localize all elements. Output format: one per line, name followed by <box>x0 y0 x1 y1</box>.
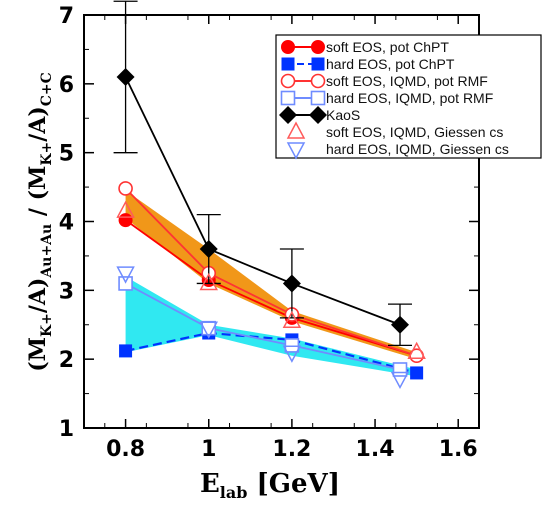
legend-marker <box>311 40 325 54</box>
legend-label: soft EOS, pot ChPT <box>326 39 449 55</box>
data-point <box>199 321 218 339</box>
x-axis-label: Elab [GeV] <box>200 469 340 502</box>
legend-label: hard EOS, IQMD, Giessen cs <box>326 141 509 157</box>
series-line <box>124 76 401 326</box>
legend-marker <box>309 106 327 124</box>
bands-layer <box>125 190 417 377</box>
legend-entry: soft EOS, IQMD, Giessen cs <box>286 121 503 140</box>
data-point <box>391 315 409 334</box>
data-point <box>119 344 133 358</box>
series-6 <box>116 266 410 390</box>
legend-marker <box>281 40 295 54</box>
y-tick-label: 1 <box>59 417 74 442</box>
legend-label: soft EOS, IQMD, Giessen cs <box>326 124 503 140</box>
legend-marker <box>310 73 326 89</box>
legend-label: hard EOS, IQMD, pot RMF <box>326 90 493 106</box>
legend-entry: hard EOS, IQMD, pot RMF <box>280 90 493 106</box>
data-point <box>116 266 135 284</box>
data-point <box>116 67 135 86</box>
x-tick-label: 1.4 <box>356 437 395 462</box>
data-point <box>407 341 426 360</box>
legend-entry: soft EOS, IQMD, pot RMF <box>280 73 488 89</box>
legend-marker <box>280 90 296 106</box>
x-tick-label: 1.2 <box>272 437 311 462</box>
series-4 <box>113 0 412 347</box>
y-axis-label: (MK+/A)Au+Au / (MK+/A)C+C <box>25 72 55 372</box>
legend-entry: hard EOS, IQMD, Giessen cs <box>286 141 509 160</box>
legend-label: soft EOS, IQMD, pot RMF <box>326 73 488 89</box>
y-tick-label: 3 <box>59 279 74 304</box>
data-point <box>199 272 218 291</box>
y-tick-label: 4 <box>59 211 74 236</box>
x-tick-label: 1 <box>201 437 216 462</box>
data-point <box>282 310 302 329</box>
series-line <box>125 219 417 357</box>
data-point <box>284 338 300 353</box>
x-tick-label: 1.6 <box>439 437 478 462</box>
legend-label: KaoS <box>326 107 360 123</box>
legend-marker <box>311 57 325 71</box>
legend-marker <box>286 142 306 160</box>
legend-marker <box>280 73 296 89</box>
legend-entry: hard EOS, pot ChPT <box>281 56 455 72</box>
data-point <box>199 240 218 259</box>
data-point <box>390 371 410 390</box>
legend-marker <box>281 57 295 71</box>
data-point <box>118 213 133 228</box>
data-point <box>410 366 424 380</box>
data-point <box>392 362 408 377</box>
y-tick-label: 6 <box>59 73 74 98</box>
data-point <box>282 345 302 363</box>
series-line <box>124 187 417 357</box>
legend-marker <box>286 121 306 139</box>
data-point <box>282 274 301 293</box>
y-tick-label: 2 <box>59 348 74 373</box>
data-point <box>116 200 135 218</box>
x-tick-label: 0.8 <box>106 437 145 462</box>
series-layer <box>113 0 426 390</box>
legend-marker <box>310 90 326 106</box>
legend-entry: KaoS <box>279 106 360 124</box>
legend-entry: soft EOS, pot ChPT <box>281 39 449 55</box>
legend-marker <box>279 106 297 124</box>
data-point <box>118 181 133 196</box>
legend-label: hard EOS, pot ChPT <box>326 56 455 72</box>
y-tick-label: 5 <box>59 142 74 167</box>
y-tick-label: 7 <box>59 4 74 29</box>
series-5 <box>116 200 426 360</box>
series-line <box>125 282 401 371</box>
